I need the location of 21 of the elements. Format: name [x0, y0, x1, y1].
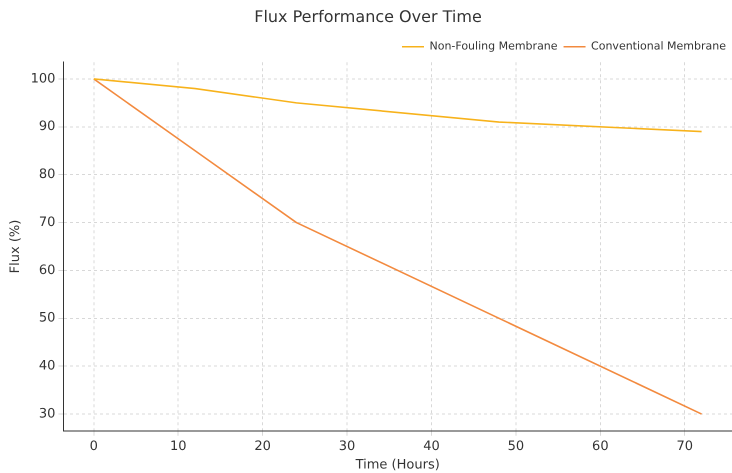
x-tick-label: 30: [338, 438, 356, 454]
x-axis-title: Time (Hours): [354, 458, 440, 473]
x-tick-label: 40: [423, 438, 440, 454]
legend-label: Conventional Membrane: [591, 40, 726, 53]
y-axis-title: Flux (%): [8, 220, 24, 274]
x-tick-label: 10: [170, 438, 186, 454]
y-tick-label: 30: [38, 406, 56, 422]
legend-label: Non-Fouling Membrane: [429, 40, 558, 53]
y-tick-label: 60: [38, 262, 56, 278]
y-tick-label: 100: [30, 71, 56, 86]
x-tick-label: 60: [592, 438, 609, 454]
y-tick-label: 70: [38, 214, 56, 230]
y-tick-label: 90: [38, 119, 56, 134]
chart-title: Flux Performance Over Time: [254, 6, 482, 26]
y-tick-label: 80: [38, 167, 56, 182]
x-tick-label: 70: [676, 438, 693, 454]
x-tick-label: 20: [254, 438, 271, 454]
x-tick-label: 50: [508, 438, 524, 454]
x-tick-label: 0: [90, 438, 98, 454]
y-tick-label: 50: [38, 310, 56, 326]
y-tick-label: 40: [38, 358, 56, 374]
